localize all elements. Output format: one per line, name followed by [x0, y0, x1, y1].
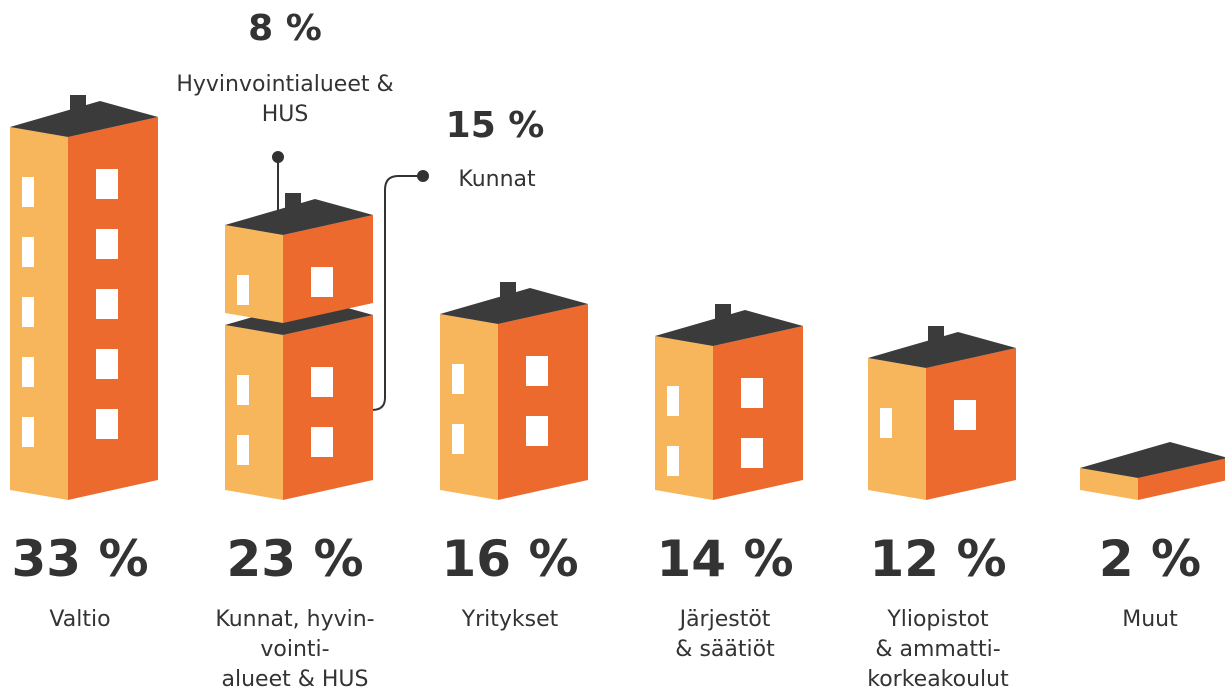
building [225, 193, 373, 323]
window [452, 364, 464, 394]
category-label: Muut [1122, 607, 1178, 632]
window [22, 417, 34, 447]
window [954, 400, 976, 430]
building [225, 293, 373, 500]
building [10, 95, 158, 500]
window [526, 416, 548, 446]
building [440, 282, 588, 500]
value-label: 2 % [1098, 530, 1202, 588]
building-left [225, 225, 283, 323]
window [741, 378, 763, 408]
annotation-value: 8 % [248, 8, 322, 49]
category-label: Yritykset [461, 607, 559, 632]
window [96, 229, 118, 259]
building-left [1080, 468, 1138, 500]
building-left [10, 127, 68, 500]
window [237, 275, 249, 305]
window [22, 297, 34, 327]
value-label: 33 % [11, 530, 149, 588]
value-label: 16 % [441, 530, 579, 588]
chimney [928, 326, 944, 350]
window [96, 349, 118, 379]
window [311, 427, 333, 457]
building-left [655, 336, 713, 500]
building-left [225, 325, 283, 500]
window [667, 386, 679, 416]
window [22, 177, 34, 207]
window [311, 267, 333, 297]
category-label: Kunnat, hyvin- vointi- alueet & HUS [215, 607, 375, 692]
window [526, 356, 548, 386]
building-left [868, 358, 926, 500]
category-label: Valtio [49, 607, 111, 632]
building-right [498, 304, 588, 500]
window [96, 409, 118, 439]
window [311, 367, 333, 397]
category-label: Yliopistot & ammatti- korkeakoulut [867, 607, 1009, 692]
building-right [713, 326, 803, 500]
window [667, 446, 679, 476]
window [237, 435, 249, 465]
annotation-label: Hyvinvointialueet & HUS [176, 72, 394, 127]
building-right [283, 315, 373, 500]
building [868, 326, 1016, 500]
value-label: 23 % [226, 530, 364, 588]
window [22, 357, 34, 387]
category-label: Järjestöt & säätiöt [675, 607, 775, 662]
building [655, 304, 803, 500]
window [741, 438, 763, 468]
annotation-value: 15 % [445, 105, 545, 146]
building-right [1138, 458, 1225, 500]
chimney [285, 193, 301, 217]
value-label: 12 % [869, 530, 1007, 588]
window [96, 169, 118, 199]
roof [1080, 442, 1225, 478]
window [22, 237, 34, 267]
window [237, 375, 249, 405]
window [96, 289, 118, 319]
building-left [440, 314, 498, 500]
chimney [500, 282, 516, 306]
window [880, 408, 892, 438]
annotation-label: Kunnat [458, 167, 536, 192]
chimney [70, 95, 86, 119]
value-label: 14 % [656, 530, 794, 588]
window [452, 424, 464, 454]
chimney [715, 304, 731, 328]
building [1080, 442, 1225, 500]
